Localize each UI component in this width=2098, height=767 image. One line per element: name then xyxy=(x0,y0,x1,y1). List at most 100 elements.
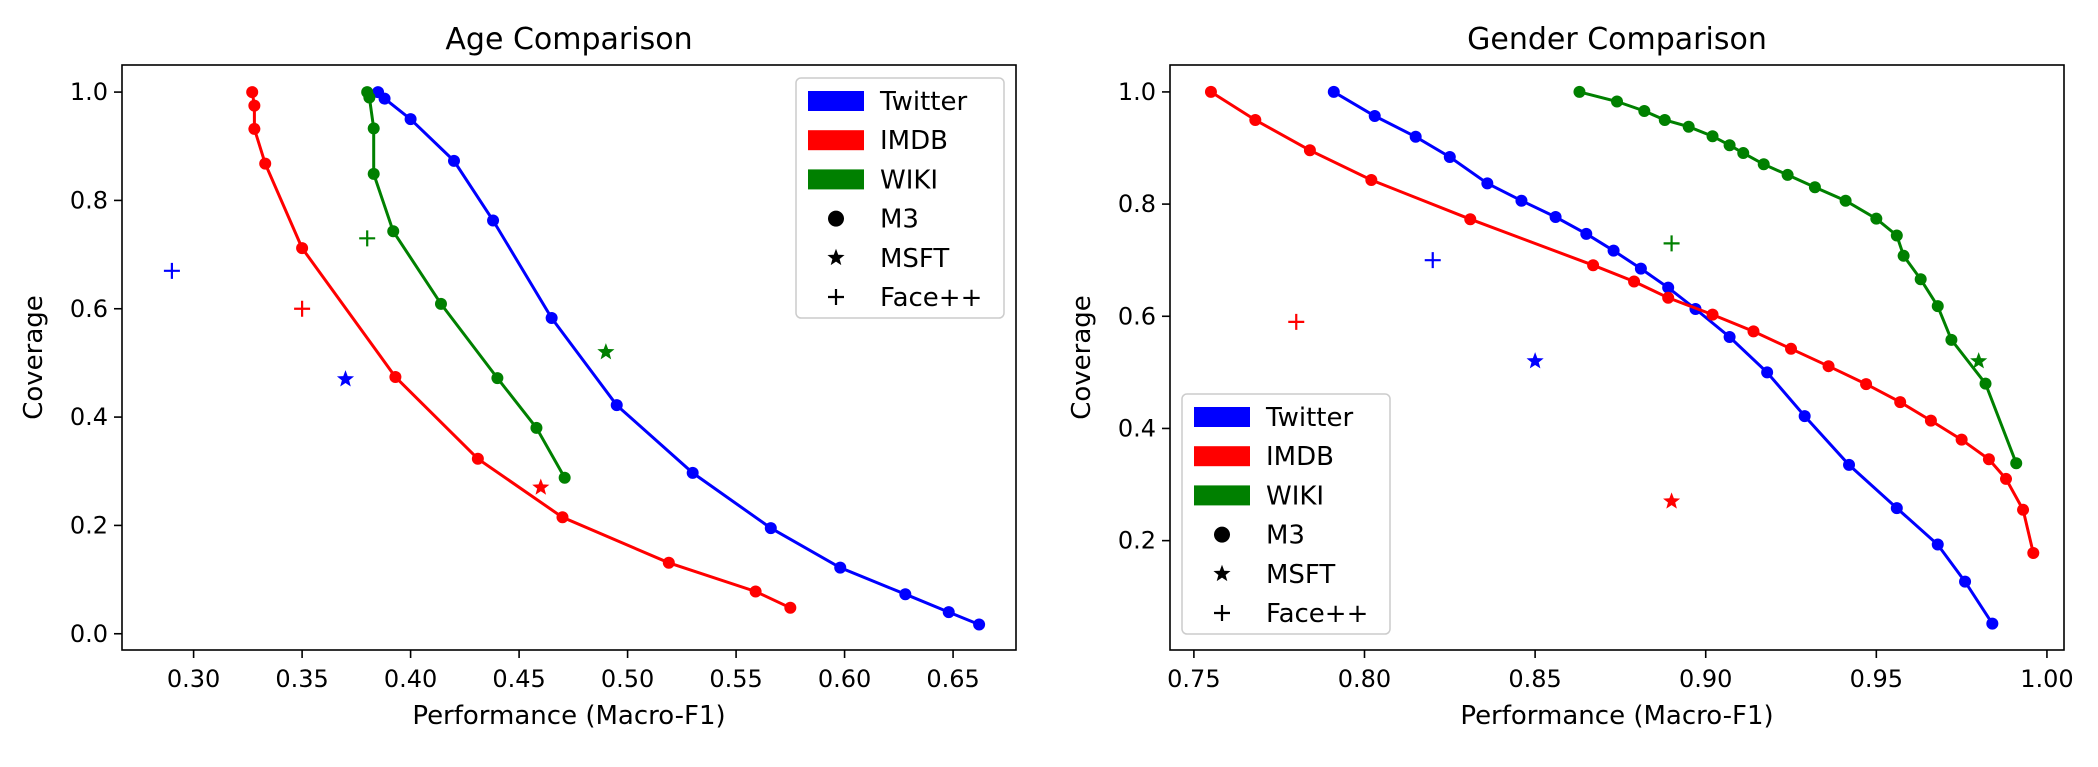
x-tick-label: 0.55 xyxy=(709,665,762,693)
series-line xyxy=(250,91,791,610)
legend-marker-circle xyxy=(1214,526,1230,543)
m3-point xyxy=(1931,538,1944,551)
legend-label: MSFT xyxy=(1266,560,1335,590)
m3-point xyxy=(556,511,569,524)
legend-marker-plus xyxy=(1214,605,1230,621)
x-tick-label: 0.90 xyxy=(1679,665,1732,693)
series-line xyxy=(1333,90,1994,625)
m3-point xyxy=(1658,113,1671,126)
m3-point xyxy=(834,561,847,574)
m3-point xyxy=(2017,503,2030,516)
y-tick-label: 0.8 xyxy=(70,186,108,214)
m3-point xyxy=(1986,617,1999,630)
m3-point xyxy=(1860,378,1873,391)
x-tick-label: 1.00 xyxy=(2020,665,2073,693)
msft-point xyxy=(336,370,355,387)
y-tick-label: 0.2 xyxy=(1118,527,1156,555)
msft-point xyxy=(597,343,615,360)
m3-point xyxy=(487,214,500,227)
m3-point xyxy=(259,157,272,170)
m3-point xyxy=(1747,325,1760,338)
msft-point xyxy=(1663,492,1681,509)
m3-point xyxy=(2027,546,2040,559)
m3-point xyxy=(1723,331,1736,344)
m3-point xyxy=(387,225,400,238)
y-tick-label: 0.8 xyxy=(1118,190,1156,218)
m3-point xyxy=(1706,308,1719,321)
m3-point xyxy=(749,585,762,598)
m3-point xyxy=(1982,453,1995,466)
m3-point xyxy=(1662,291,1675,304)
legend-label: Face++ xyxy=(1266,599,1368,629)
m3-point xyxy=(248,99,261,112)
legend-marker-star xyxy=(827,248,845,266)
facepp-point xyxy=(163,262,180,279)
m3-point xyxy=(784,601,797,614)
m3-point xyxy=(1843,458,1856,471)
y-tick-label: 0.6 xyxy=(1118,302,1156,330)
m3-point xyxy=(530,421,543,434)
legend-swatch-imdb xyxy=(1194,446,1250,467)
y-tick-label: 0.4 xyxy=(1118,414,1156,442)
legend-label: WIKI xyxy=(1266,481,1324,511)
legend-marker-star xyxy=(1213,564,1231,582)
m3-point xyxy=(1798,410,1811,423)
m3-point xyxy=(558,471,571,484)
m3-point xyxy=(1839,194,1852,207)
m3-point xyxy=(363,91,376,104)
legend-label: IMDB xyxy=(880,126,948,156)
m3-point xyxy=(662,556,675,569)
m3-point xyxy=(1822,360,1835,373)
legend-swatch-imdb xyxy=(808,130,864,151)
series-twitter xyxy=(163,86,986,631)
y-tick-label: 0.2 xyxy=(70,511,108,539)
y-axis-label: Coverage xyxy=(19,295,49,420)
m3-point xyxy=(1955,433,1968,446)
x-tick-label: 0.35 xyxy=(275,665,328,693)
y-tick-label: 1.0 xyxy=(1118,78,1156,106)
m3-point xyxy=(1931,300,1944,313)
m3-point xyxy=(1587,259,1600,272)
m3-point xyxy=(899,588,912,601)
chart-panel-gender: Gender Comparison 0.75 0.80 0.85 0.90 0.95 1.0… xyxy=(1067,22,2074,731)
x-tick-label: 0.85 xyxy=(1508,665,1561,693)
y-tick-label: 0.6 xyxy=(70,295,108,323)
m3-point xyxy=(686,466,699,479)
series-wiki xyxy=(359,86,615,484)
m3-point xyxy=(389,371,402,383)
legend-label: Twitter xyxy=(879,87,967,117)
x-tick-label: 0.65 xyxy=(926,665,979,693)
m3-point xyxy=(367,167,380,180)
facepp-point xyxy=(1424,252,1441,269)
m3-point xyxy=(1611,95,1623,108)
m3-point xyxy=(1549,210,1562,223)
msft-point xyxy=(1970,352,1988,369)
m3-point xyxy=(378,92,391,105)
m3-point xyxy=(1634,262,1647,275)
m3-point xyxy=(1870,212,1883,225)
m3-point xyxy=(1249,113,1262,126)
m3-point xyxy=(1481,177,1494,190)
m3-point xyxy=(1303,144,1316,157)
y-axis-label: Coverage xyxy=(1067,295,1097,420)
m3-point xyxy=(2010,457,2023,470)
m3-point xyxy=(1757,158,1770,171)
x-axis-label: Performance (Macro-F1) xyxy=(1460,701,1773,731)
x-tick-label: 0.45 xyxy=(492,665,545,693)
m3-point xyxy=(1924,414,1937,427)
x-tick-label: 0.95 xyxy=(1850,665,1903,693)
plot-frame xyxy=(121,64,1017,651)
m3-point xyxy=(1607,244,1620,257)
m3-point xyxy=(1737,147,1750,160)
m3-point xyxy=(1573,85,1586,98)
x-tick-label: 0.75 xyxy=(1167,665,1220,693)
legend-label: Face++ xyxy=(880,283,982,313)
m3-point xyxy=(1890,229,1903,242)
m3-point xyxy=(1327,85,1340,98)
legend-label: M3 xyxy=(880,205,919,235)
m3-point xyxy=(1979,377,1992,390)
m3-point xyxy=(1515,194,1528,207)
chart-panel-age: Age Comparison 0.30 0.35 0.40 0.45 0.50 0.55 0.… xyxy=(19,22,1017,731)
series-imdb xyxy=(246,86,797,614)
legend-marker-circle xyxy=(828,210,844,227)
